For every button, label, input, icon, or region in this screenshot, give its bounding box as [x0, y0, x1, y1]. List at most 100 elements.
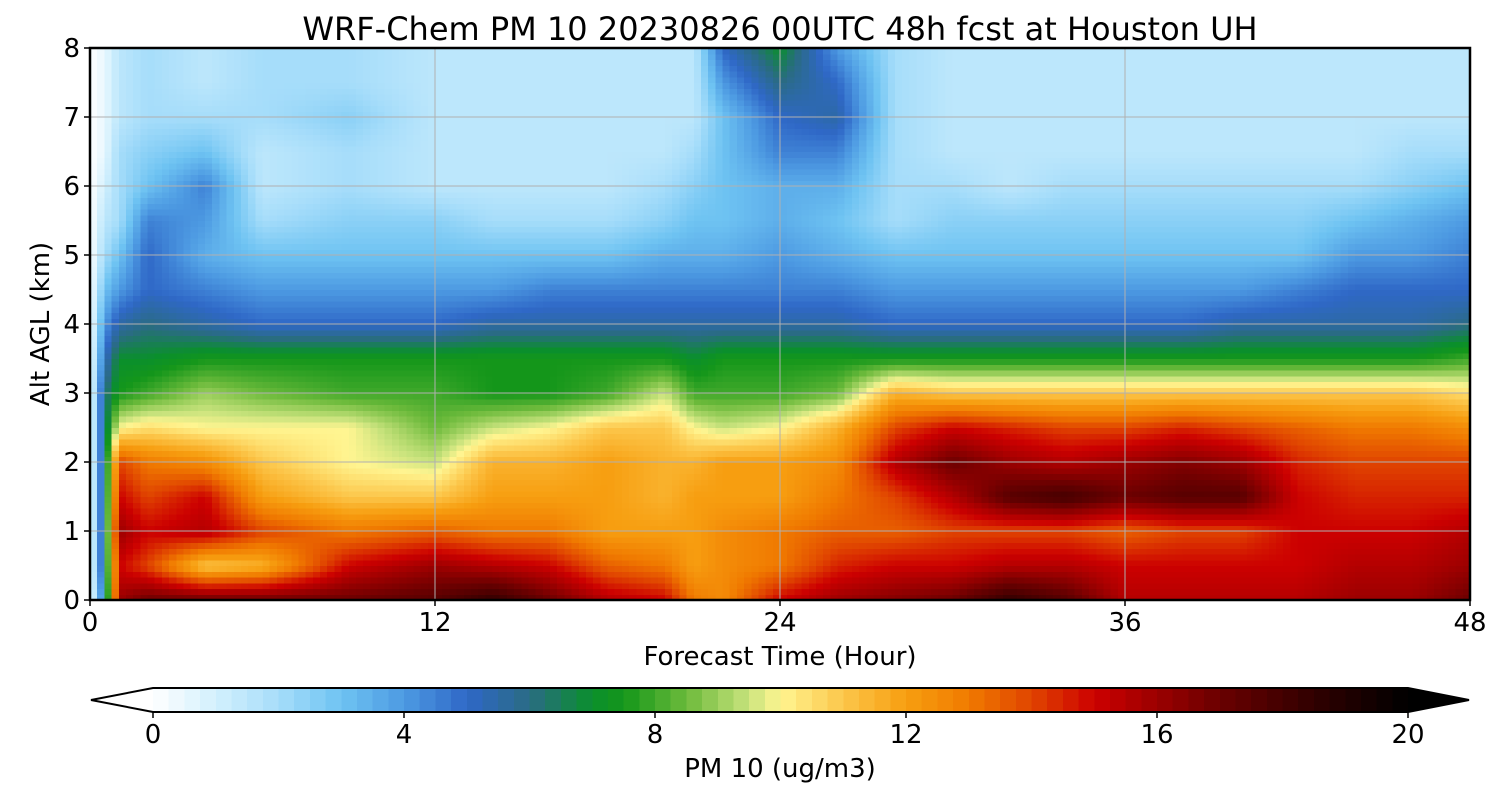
- heatmap-cell: [147, 444, 156, 452]
- heatmap-cell: [449, 364, 458, 371]
- heatmap-cell: [118, 122, 127, 130]
- heatmap-cell: [284, 525, 292, 532]
- heatmap-cell: [377, 577, 386, 584]
- heatmap-cell: [442, 99, 450, 107]
- heatmap-cell: [183, 508, 192, 515]
- heatmap-cell: [205, 519, 213, 526]
- heatmap-cell: [197, 209, 206, 216]
- heatmap-cell: [305, 59, 314, 66]
- heatmap-cell: [391, 565, 400, 572]
- heatmap-cell: [420, 525, 429, 532]
- heatmap-cell: [255, 283, 264, 291]
- heatmap-cell: [212, 105, 220, 112]
- heatmap-cell: [205, 105, 213, 112]
- heatmap-cell: [327, 531, 335, 538]
- heatmap-cell: [355, 387, 364, 394]
- heatmap-cell: [169, 462, 177, 469]
- heatmap-cell: [118, 554, 127, 561]
- heatmap-cell: [269, 186, 278, 193]
- heatmap-cell: [348, 301, 357, 308]
- heatmap-cell: [456, 88, 465, 95]
- heatmap-cell: [248, 180, 256, 187]
- heatmap-cell: [413, 249, 422, 256]
- heatmap-cell: [154, 237, 163, 245]
- heatmap-cell: [240, 467, 249, 475]
- heatmap-cell: [248, 59, 256, 66]
- heatmap-cell: [276, 88, 285, 95]
- heatmap-cell: [161, 588, 170, 595]
- heatmap-cell: [169, 341, 177, 348]
- heatmap-cell: [449, 485, 458, 492]
- heatmap-cell: [248, 99, 256, 107]
- heatmap-cell: [406, 370, 415, 377]
- heatmap-cell: [190, 226, 199, 233]
- heatmap-cell: [111, 525, 120, 532]
- heatmap-cell: [399, 502, 407, 509]
- heatmap-cell: [305, 243, 314, 250]
- heatmap-cell: [183, 513, 192, 521]
- heatmap-cell: [161, 312, 170, 319]
- heatmap-cell: [363, 508, 371, 515]
- heatmap-cell: [341, 335, 350, 342]
- heatmap-cell: [298, 260, 307, 268]
- heatmap-cell: [104, 128, 113, 135]
- heatmap-cell: [147, 433, 156, 440]
- heatmap-cell: [133, 559, 141, 567]
- heatmap-cell: [406, 59, 415, 66]
- heatmap-cell: [233, 364, 242, 371]
- heatmap-cell: [420, 186, 429, 193]
- heatmap-cell: [140, 243, 149, 250]
- heatmap-cell: [111, 65, 120, 72]
- heatmap-cell: [205, 186, 213, 193]
- heatmap-cell: [176, 88, 185, 95]
- heatmap-cell: [449, 163, 458, 170]
- heatmap-cell: [90, 324, 98, 331]
- heatmap-cell: [363, 329, 371, 337]
- heatmap-cell: [205, 203, 213, 210]
- heatmap-cell: [97, 48, 105, 55]
- heatmap-cell: [291, 577, 300, 584]
- heatmap-cell: [334, 174, 343, 181]
- heatmap-cell: [406, 467, 415, 475]
- heatmap-cell: [219, 186, 228, 193]
- heatmap-cell: [298, 71, 307, 78]
- heatmap-cell: [269, 410, 278, 417]
- heatmap-cell: [312, 220, 321, 227]
- heatmap-cell: [176, 335, 185, 342]
- heatmap-cell: [190, 278, 199, 285]
- heatmap-cell: [276, 548, 285, 555]
- heatmap-cell: [176, 226, 185, 233]
- heatmap-cell: [276, 312, 285, 319]
- heatmap-cell: [384, 554, 393, 561]
- heatmap-cell: [320, 226, 328, 233]
- heatmap-cell: [348, 398, 357, 406]
- heatmap-cell: [384, 439, 393, 446]
- heatmap-cell: [298, 289, 307, 296]
- heatmap-cell: [226, 232, 235, 239]
- heatmap-cell: [97, 59, 105, 66]
- heatmap-cell: [348, 554, 357, 561]
- heatmap-cell: [176, 324, 185, 331]
- heatmap-cell: [125, 99, 134, 107]
- heatmap-cell: [161, 197, 170, 204]
- heatmap-cell: [348, 393, 357, 400]
- heatmap-cell: [240, 134, 249, 141]
- heatmap-cell: [363, 249, 371, 256]
- heatmap-cell: [161, 214, 170, 222]
- heatmap-cell: [334, 203, 343, 210]
- heatmap-cell: [147, 243, 156, 250]
- heatmap-cell: [284, 485, 292, 492]
- heatmap-cell: [435, 358, 443, 365]
- heatmap-cell: [154, 502, 163, 509]
- heatmap-cell: [442, 94, 450, 101]
- heatmap-cell: [248, 214, 256, 222]
- heatmap-cell: [334, 444, 343, 452]
- heatmap-cell: [305, 427, 314, 434]
- heatmap-cell: [233, 278, 242, 285]
- heatmap-cell: [147, 111, 156, 118]
- heatmap-cell: [233, 174, 242, 181]
- heatmap-cell: [169, 444, 177, 452]
- heatmap-cell: [255, 157, 264, 164]
- heatmap-cell: [219, 427, 228, 434]
- heatmap-cell: [413, 352, 422, 360]
